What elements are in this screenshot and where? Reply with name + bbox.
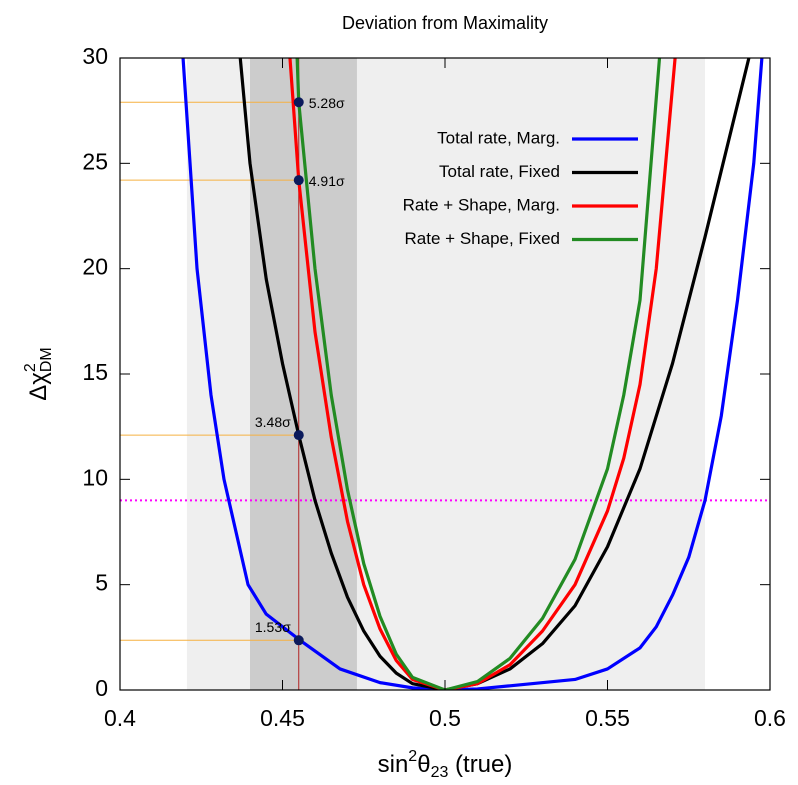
x-label-part: θ — [417, 751, 430, 778]
y-tick-label: 15 — [82, 359, 108, 385]
legend-label: Rate + Shape, Fixed — [405, 229, 560, 248]
chart-title: Deviation from Maximality — [342, 13, 548, 33]
marker — [293, 430, 304, 441]
x-label-part: 2 — [408, 748, 417, 765]
y-tick-label: 0 — [95, 675, 108, 701]
point-label: 3.48σ — [255, 414, 291, 430]
point-label: 5.28σ — [309, 95, 345, 111]
y-label-part: DM — [38, 347, 55, 372]
legend-label: Total rate, Marg. — [437, 128, 560, 147]
curves — [181, 58, 764, 690]
y-label-part: Δχ — [25, 372, 52, 401]
x-tick-label: 0.55 — [585, 705, 630, 731]
curve — [238, 58, 751, 690]
curve — [295, 58, 662, 690]
x-tick-label: 0.4 — [104, 705, 136, 731]
marker — [293, 175, 304, 186]
legend-label: Total rate, Fixed — [439, 162, 560, 181]
x-label-part: (true) — [448, 751, 512, 778]
y-tick-label: 10 — [82, 464, 108, 490]
curve — [288, 58, 677, 690]
y-tick-label: 20 — [82, 254, 108, 280]
x-tick-label: 0.45 — [260, 705, 305, 731]
point-label: 4.91σ — [309, 173, 345, 189]
curve — [181, 58, 764, 690]
x-tick-label: 0.5 — [429, 705, 461, 731]
plot-frame — [119, 57, 771, 691]
y-tick-label: 25 — [82, 148, 108, 174]
point-label: 1.53σ — [255, 619, 291, 635]
x-label-part: sin — [378, 751, 409, 778]
legend-label: Rate + Shape, Marg. — [403, 195, 560, 214]
overlay: Total rate, Marg. Total rate, Fixed Rate +… — [119, 57, 771, 691]
x-tick-label: 0.6 — [754, 705, 786, 731]
bands — [186, 58, 705, 690]
marker — [293, 635, 304, 646]
x-axis-label: sin2θ23 (true) — [378, 748, 513, 781]
y-tick-label: 5 — [95, 570, 108, 596]
y-tick-label: 30 — [82, 43, 108, 69]
marker — [293, 97, 304, 108]
x-label-part: 23 — [431, 764, 449, 781]
y-label-part: 2 — [22, 363, 39, 372]
y-axis-label: Δχ2DM — [22, 347, 55, 400]
